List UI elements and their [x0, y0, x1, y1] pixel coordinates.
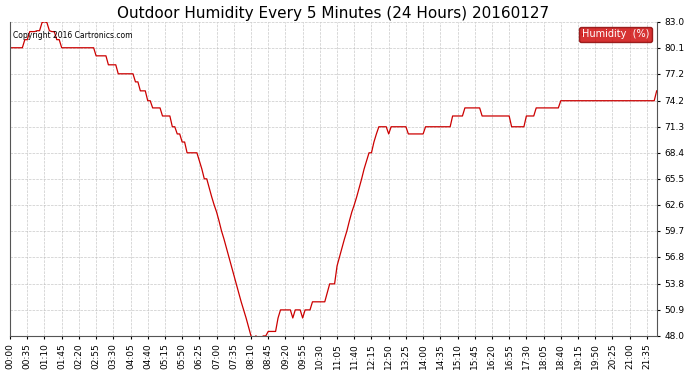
- Title: Outdoor Humidity Every 5 Minutes (24 Hours) 20160127: Outdoor Humidity Every 5 Minutes (24 Hou…: [117, 6, 549, 21]
- Legend: Humidity  (%): Humidity (%): [579, 27, 652, 42]
- Text: Copyright 2016 Cartronics.com: Copyright 2016 Cartronics.com: [13, 31, 132, 40]
